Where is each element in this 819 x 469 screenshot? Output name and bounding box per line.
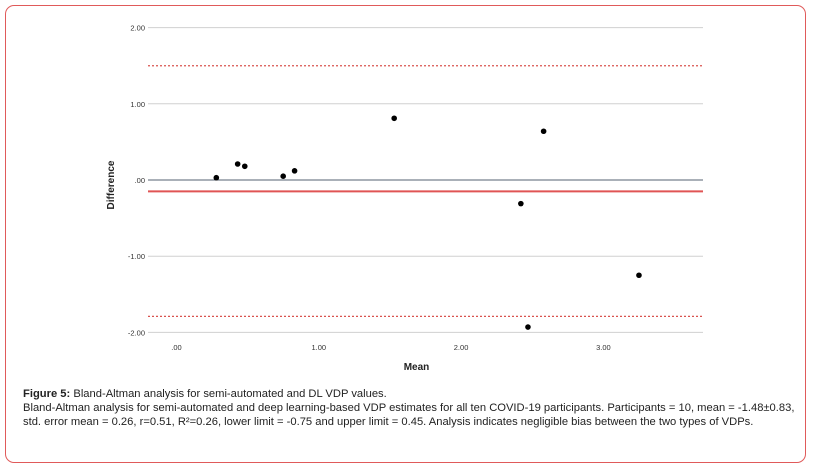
y-axis-title: Difference bbox=[106, 160, 117, 209]
reference-lines bbox=[148, 65, 703, 317]
y-tick-label: -1.00 bbox=[128, 252, 145, 261]
y-tick-labels: 2.00 1.00 .00 -1.00 -2.00 bbox=[128, 24, 145, 338]
data-point bbox=[234, 161, 241, 167]
data-point bbox=[540, 128, 547, 135]
data-point bbox=[636, 272, 642, 279]
y-tick-label: .00 bbox=[135, 176, 145, 185]
data-point bbox=[280, 173, 286, 179]
y-tick-label: -2.00 bbox=[128, 328, 145, 337]
x-tick-labels: .00 1.00 2.00 3.00 bbox=[171, 343, 610, 352]
figure-caption: Figure 5: Bland-Altman analysis for semi… bbox=[23, 387, 798, 429]
figure-frame bbox=[5, 5, 806, 463]
caption-title: Bland-Altman analysis for semi-automated… bbox=[70, 388, 387, 400]
x-tick-label: .00 bbox=[171, 343, 181, 352]
data-point bbox=[291, 168, 298, 174]
data-point bbox=[391, 115, 397, 122]
x-tick-label: 1.00 bbox=[311, 343, 326, 352]
x-tick-label: 3.00 bbox=[596, 343, 611, 352]
data-point bbox=[518, 200, 524, 207]
bland-altman-chart: 2.00 1.00 .00 -1.00 -2.00 .00 1.00 2.00 3.00 Me… bbox=[106, 24, 703, 373]
data-point bbox=[241, 163, 248, 170]
y-tick-label: 2.00 bbox=[130, 24, 145, 33]
y-tick-label: 1.00 bbox=[130, 100, 145, 109]
data-point bbox=[213, 174, 220, 181]
data-points bbox=[213, 115, 642, 330]
data-point bbox=[525, 324, 531, 330]
caption-body: Bland-Altman analysis for semi-automated… bbox=[23, 402, 795, 428]
x-axis-title: Mean bbox=[404, 362, 430, 373]
x-tick-label: 2.00 bbox=[454, 343, 469, 352]
caption-label: Figure 5: bbox=[23, 388, 71, 400]
